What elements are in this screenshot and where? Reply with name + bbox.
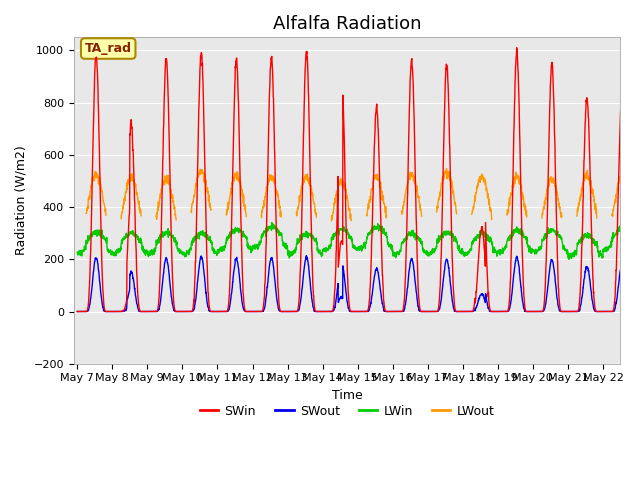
Line: SWout: SWout	[77, 256, 638, 312]
Title: Alfalfa Radiation: Alfalfa Radiation	[273, 15, 421, 33]
Text: TA_rad: TA_rad	[84, 42, 132, 55]
SWin	[634, 309, 640, 314]
SWin	[250, 309, 258, 314]
SWin	[527, 309, 534, 314]
SWout	[303, 253, 310, 259]
SWin	[129, 152, 137, 157]
SWout	[627, 309, 634, 314]
Line: LWin: LWin	[77, 223, 638, 259]
Line: SWin: SWin	[77, 48, 638, 312]
LWin	[129, 229, 137, 235]
LWin	[268, 220, 276, 226]
Y-axis label: Radiation (W/m2): Radiation (W/m2)	[15, 145, 28, 255]
LWin	[565, 256, 573, 262]
SWin	[627, 306, 634, 312]
Legend: SWin, SWout, LWin, LWout: SWin, SWout, LWin, LWout	[195, 400, 500, 423]
SWout	[559, 309, 566, 314]
SWin	[392, 309, 399, 314]
SWout	[74, 309, 81, 314]
LWin	[527, 250, 534, 256]
SWin	[559, 309, 566, 314]
SWout	[527, 309, 534, 314]
LWin	[392, 252, 399, 258]
SWout	[392, 309, 399, 314]
LWin	[634, 244, 640, 250]
LWout	[626, 206, 634, 212]
LWout	[129, 178, 137, 184]
SWin	[513, 45, 520, 50]
SWin	[74, 309, 81, 314]
SWout	[129, 276, 137, 281]
SWout	[250, 309, 258, 314]
LWin	[74, 250, 81, 255]
LWin	[559, 240, 566, 245]
LWin	[250, 243, 258, 249]
X-axis label: Time: Time	[332, 389, 362, 402]
Line: LWout: LWout	[86, 168, 632, 221]
LWin	[627, 234, 634, 240]
SWout	[634, 309, 640, 314]
